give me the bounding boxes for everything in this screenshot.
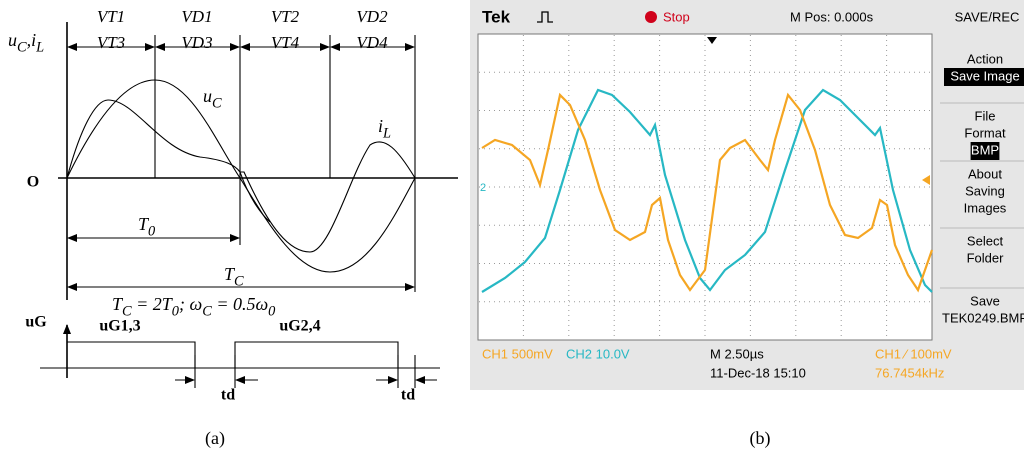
- period-label-part: C: [234, 274, 244, 290]
- trigger-setting: CH1 ∕ 100mV: [875, 346, 952, 361]
- axis-label-part: ,i: [27, 30, 37, 50]
- frequency: 76.7454kHz: [875, 365, 944, 380]
- switch-label: VD4: [356, 33, 388, 52]
- switch-label: VT3: [97, 33, 125, 52]
- menu-selected: BMP: [971, 142, 999, 157]
- curve-label-part: L: [382, 126, 391, 142]
- panel-a: O uG uG1,3 uG2,4 td td (a) VT1 VD1 VT2 VD2 V…: [8, 7, 458, 449]
- interval-arrows: [68, 47, 414, 287]
- deadtime-markers: [175, 355, 437, 388]
- menu-selected: Save Image: [950, 68, 1019, 83]
- relation-part: = 2T: [132, 294, 174, 314]
- menu-text: Action: [967, 51, 1003, 66]
- gate-label: uG1,3: [99, 318, 140, 335]
- curve-label: uC: [203, 86, 222, 111]
- gate-axis-label: uG: [25, 314, 47, 331]
- menu-text: TEK0249.BMP: [942, 310, 1024, 325]
- menu-text: Saving: [965, 183, 1005, 198]
- menu-text: Folder: [967, 250, 1005, 265]
- switch-label: VD3: [181, 33, 212, 52]
- td-label: td: [401, 387, 415, 404]
- brand: Tek: [482, 7, 511, 26]
- menu-text: Save: [970, 293, 1000, 308]
- ch2-marker: 2: [480, 182, 486, 194]
- datetime: 11-Dec-18 15:10: [710, 365, 806, 380]
- relation-part: 0: [268, 304, 276, 320]
- figure: O uG uG1,3 uG2,4 td td (a) VT1 VD1 VT2 VD2 V…: [0, 0, 1024, 455]
- stop-icon: [645, 11, 657, 23]
- curve-label: iL: [378, 116, 391, 141]
- gate-label: uG2,4: [279, 318, 320, 335]
- axis-label: uC,iL: [8, 30, 44, 55]
- gate-pulse: [67, 342, 195, 368]
- axis-label-part: u: [8, 30, 17, 50]
- switch-label: VT2: [271, 7, 300, 26]
- menu-text: Images: [964, 200, 1007, 215]
- relation-part: = 0.5ω: [212, 294, 268, 314]
- relation: TC = 2T0; ωC = 0.5ω0: [112, 294, 276, 319]
- switch-label: VD1: [181, 7, 212, 26]
- axis-label-part: L: [35, 40, 44, 56]
- m-pos: M Pos: 0.000s: [790, 9, 874, 24]
- curve-label-part: C: [212, 96, 222, 112]
- ch2-scale: CH2 10.0V: [566, 346, 630, 361]
- origin: O: [27, 174, 39, 191]
- switch-label: VD2: [356, 7, 388, 26]
- period-label: T0: [138, 214, 156, 239]
- status: Stop: [663, 9, 690, 24]
- switch-label: VT1: [97, 7, 125, 26]
- caption: (b): [750, 428, 771, 449]
- period-label-part: 0: [148, 224, 156, 240]
- caption: (a): [205, 428, 225, 449]
- menu-text: About: [968, 166, 1002, 181]
- relation-part: C: [202, 304, 212, 320]
- gate-pulse: [235, 342, 398, 368]
- menu-text: Format: [964, 125, 1006, 140]
- ch1-scale: CH1 500mV: [482, 346, 553, 361]
- period-label: TC: [224, 264, 244, 289]
- td-label: td: [221, 387, 235, 404]
- menu-text: File: [975, 108, 996, 123]
- menu-text: Select: [967, 233, 1004, 248]
- curve-label-part: u: [203, 86, 212, 106]
- relation-part: C: [122, 304, 132, 320]
- menu-title: SAVE/REC: [955, 9, 1020, 24]
- switch-label: VT4: [271, 33, 300, 52]
- timebase: M 2.50µs: [710, 346, 764, 361]
- panel-b: Tek Stop M Pos: 0.000s SAVE/REC Action Sa…: [470, 0, 1024, 449]
- relation-part: ; ω: [179, 294, 202, 314]
- axis-label-part: C: [17, 40, 27, 56]
